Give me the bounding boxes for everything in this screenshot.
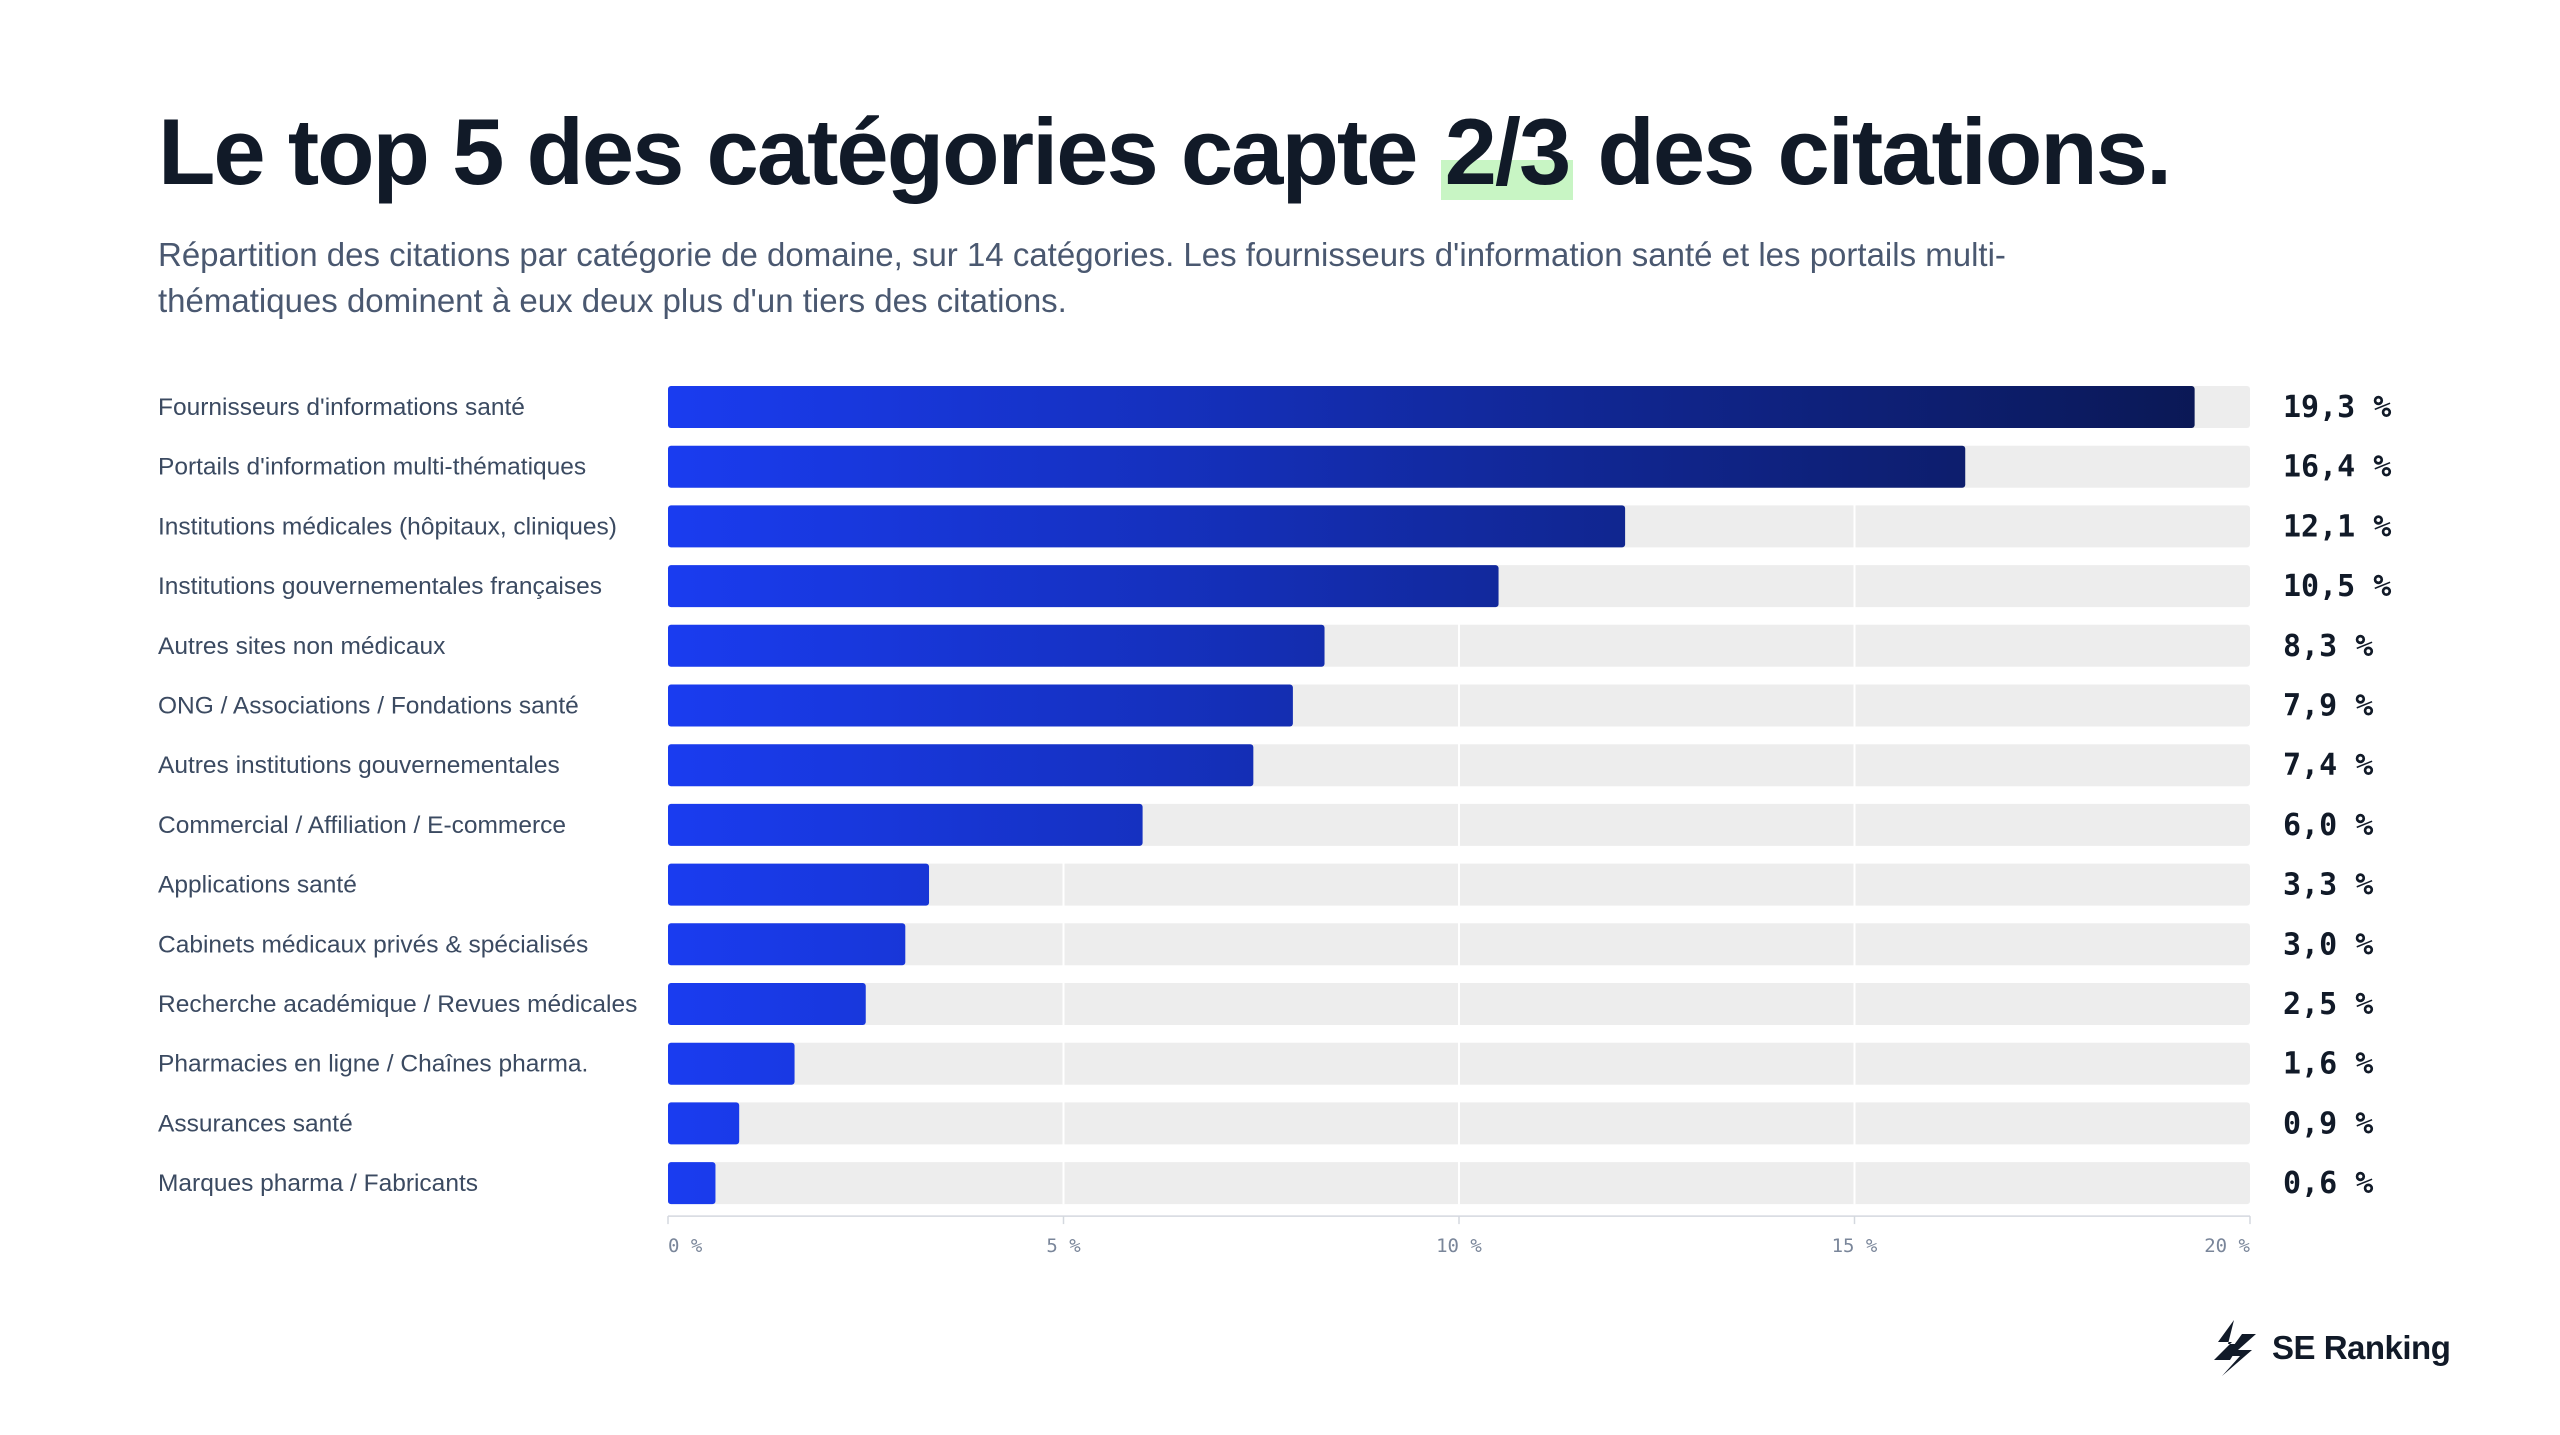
- bar: [668, 386, 2195, 428]
- bar: [668, 983, 866, 1025]
- title-part-2: des citations.: [1597, 99, 2172, 204]
- bar: [668, 1162, 716, 1205]
- bar: [668, 923, 906, 966]
- x-tick-label: 0 %: [668, 1235, 703, 1257]
- category-labels: Fournisseurs d'informations santé Portail…: [158, 394, 637, 1197]
- category-label: Institutions gouvernementales françaises: [158, 573, 602, 600]
- chart-title: Le top 5 des catégories capte 2/3 des ci…: [158, 99, 2172, 204]
- x-tick-label: 15 %: [1832, 1235, 1878, 1257]
- category-label: Autres sites non médicaux: [158, 633, 445, 660]
- category-label: ONG / Associations / Fondations santé: [158, 693, 579, 720]
- value-label: 8,3 %: [2283, 629, 2373, 664]
- value-label: 16,4 %: [2283, 450, 2391, 485]
- x-tick-label: 20 %: [2204, 1235, 2250, 1257]
- bar: [668, 684, 1293, 727]
- se-ranking-bolt-icon: [2214, 1320, 2256, 1376]
- bar: [668, 1102, 740, 1145]
- brand-logo: SE Ranking: [2212, 1320, 2451, 1376]
- bar: [668, 863, 930, 906]
- x-tick-label: 5 %: [1046, 1235, 1081, 1257]
- value-label: 12,1 %: [2283, 509, 2391, 544]
- bar: [668, 803, 1143, 846]
- x-tick-label: 10 %: [1436, 1235, 1482, 1257]
- category-label: Cabinets médicaux privés & spécialisés: [158, 931, 588, 958]
- brand-name: SE Ranking: [2272, 1329, 2451, 1366]
- category-label: Recherche académique / Revues médicales: [158, 991, 637, 1018]
- category-label: Commercial / Affiliation / E-commerce: [158, 812, 566, 839]
- category-label: Marques pharma / Fabricants: [158, 1170, 478, 1197]
- title-part-1: Le top 5 des catégories capte: [158, 99, 1418, 204]
- value-label: 10,5 %: [2283, 569, 2391, 604]
- value-label: 7,4 %: [2283, 748, 2373, 783]
- value-label: 7,9 %: [2283, 689, 2373, 724]
- bar: [668, 565, 1499, 608]
- bar: [668, 624, 1325, 667]
- category-label: Institutions médicales (hôpitaux, cliniq…: [158, 513, 617, 540]
- category-label: Autres institutions gouvernementales: [158, 752, 560, 779]
- category-label: Applications santé: [158, 872, 357, 899]
- category-label: Assurances santé: [158, 1110, 353, 1137]
- value-label: 3,3 %: [2283, 868, 2373, 903]
- category-label: Pharmacies en ligne / Chaînes pharma.: [158, 1051, 588, 1078]
- bar: [668, 1042, 795, 1085]
- value-label: 0,9 %: [2283, 1106, 2373, 1141]
- category-label: Portails d'information multi-thématiques: [158, 454, 586, 481]
- value-label: 19,3 %: [2283, 390, 2391, 425]
- value-labels: 19,3 % 16,4 % 12,1 % 10,5 % 8,3 % 7,9 % 7,4 % 6…: [2283, 390, 2391, 1201]
- category-label: Fournisseurs d'informations santé: [158, 394, 525, 421]
- value-label: 1,6 %: [2283, 1047, 2373, 1082]
- value-label: 2,5 %: [2283, 987, 2373, 1022]
- bar: [668, 505, 1626, 548]
- chart-subtitle: Répartition des citations par catégorie …: [158, 236, 2006, 319]
- value-label: 6,0 %: [2283, 808, 2373, 843]
- bar-chart: Fournisseurs d'informations santé Portail…: [158, 386, 2391, 1257]
- bar: [668, 744, 1254, 787]
- x-axis: 0 % 5 % 10 % 15 % 20 %: [667, 1215, 2251, 1257]
- title-highlight: 2/3: [1440, 99, 1574, 204]
- bars: [668, 386, 2195, 1205]
- value-label: 0,6 %: [2283, 1166, 2373, 1201]
- bar: [668, 445, 1966, 488]
- value-label: 3,0 %: [2283, 927, 2373, 962]
